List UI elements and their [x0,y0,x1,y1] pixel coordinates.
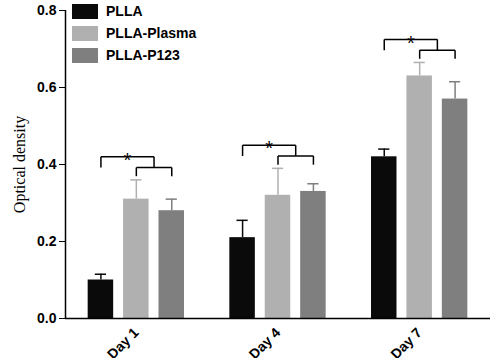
html-text:PLLA: PLLA [106,3,143,19]
svg-text:*: * [407,32,415,54]
svg-text:0.8: 0.8 [37,2,57,18]
svg-text:Day 4: Day 4 [246,324,284,358]
svg-text:0.0: 0.0 [37,310,57,326]
svg-text:Day 1: Day 1 [104,324,142,358]
svg-text:*: * [265,137,273,159]
svg-text:0.6: 0.6 [37,79,57,95]
svg-text:0.4: 0.4 [37,156,57,172]
html-text:PLLA-P123: PLLA-P123 [106,47,180,63]
html-text:PLLA-Plasma: PLLA-Plasma [106,25,197,41]
svg-text:Day 7: Day 7 [387,324,425,358]
svg-text:Optical density: Optical density [11,116,29,213]
svg-text:0.2: 0.2 [37,233,57,249]
svg-text:*: * [124,149,132,171]
